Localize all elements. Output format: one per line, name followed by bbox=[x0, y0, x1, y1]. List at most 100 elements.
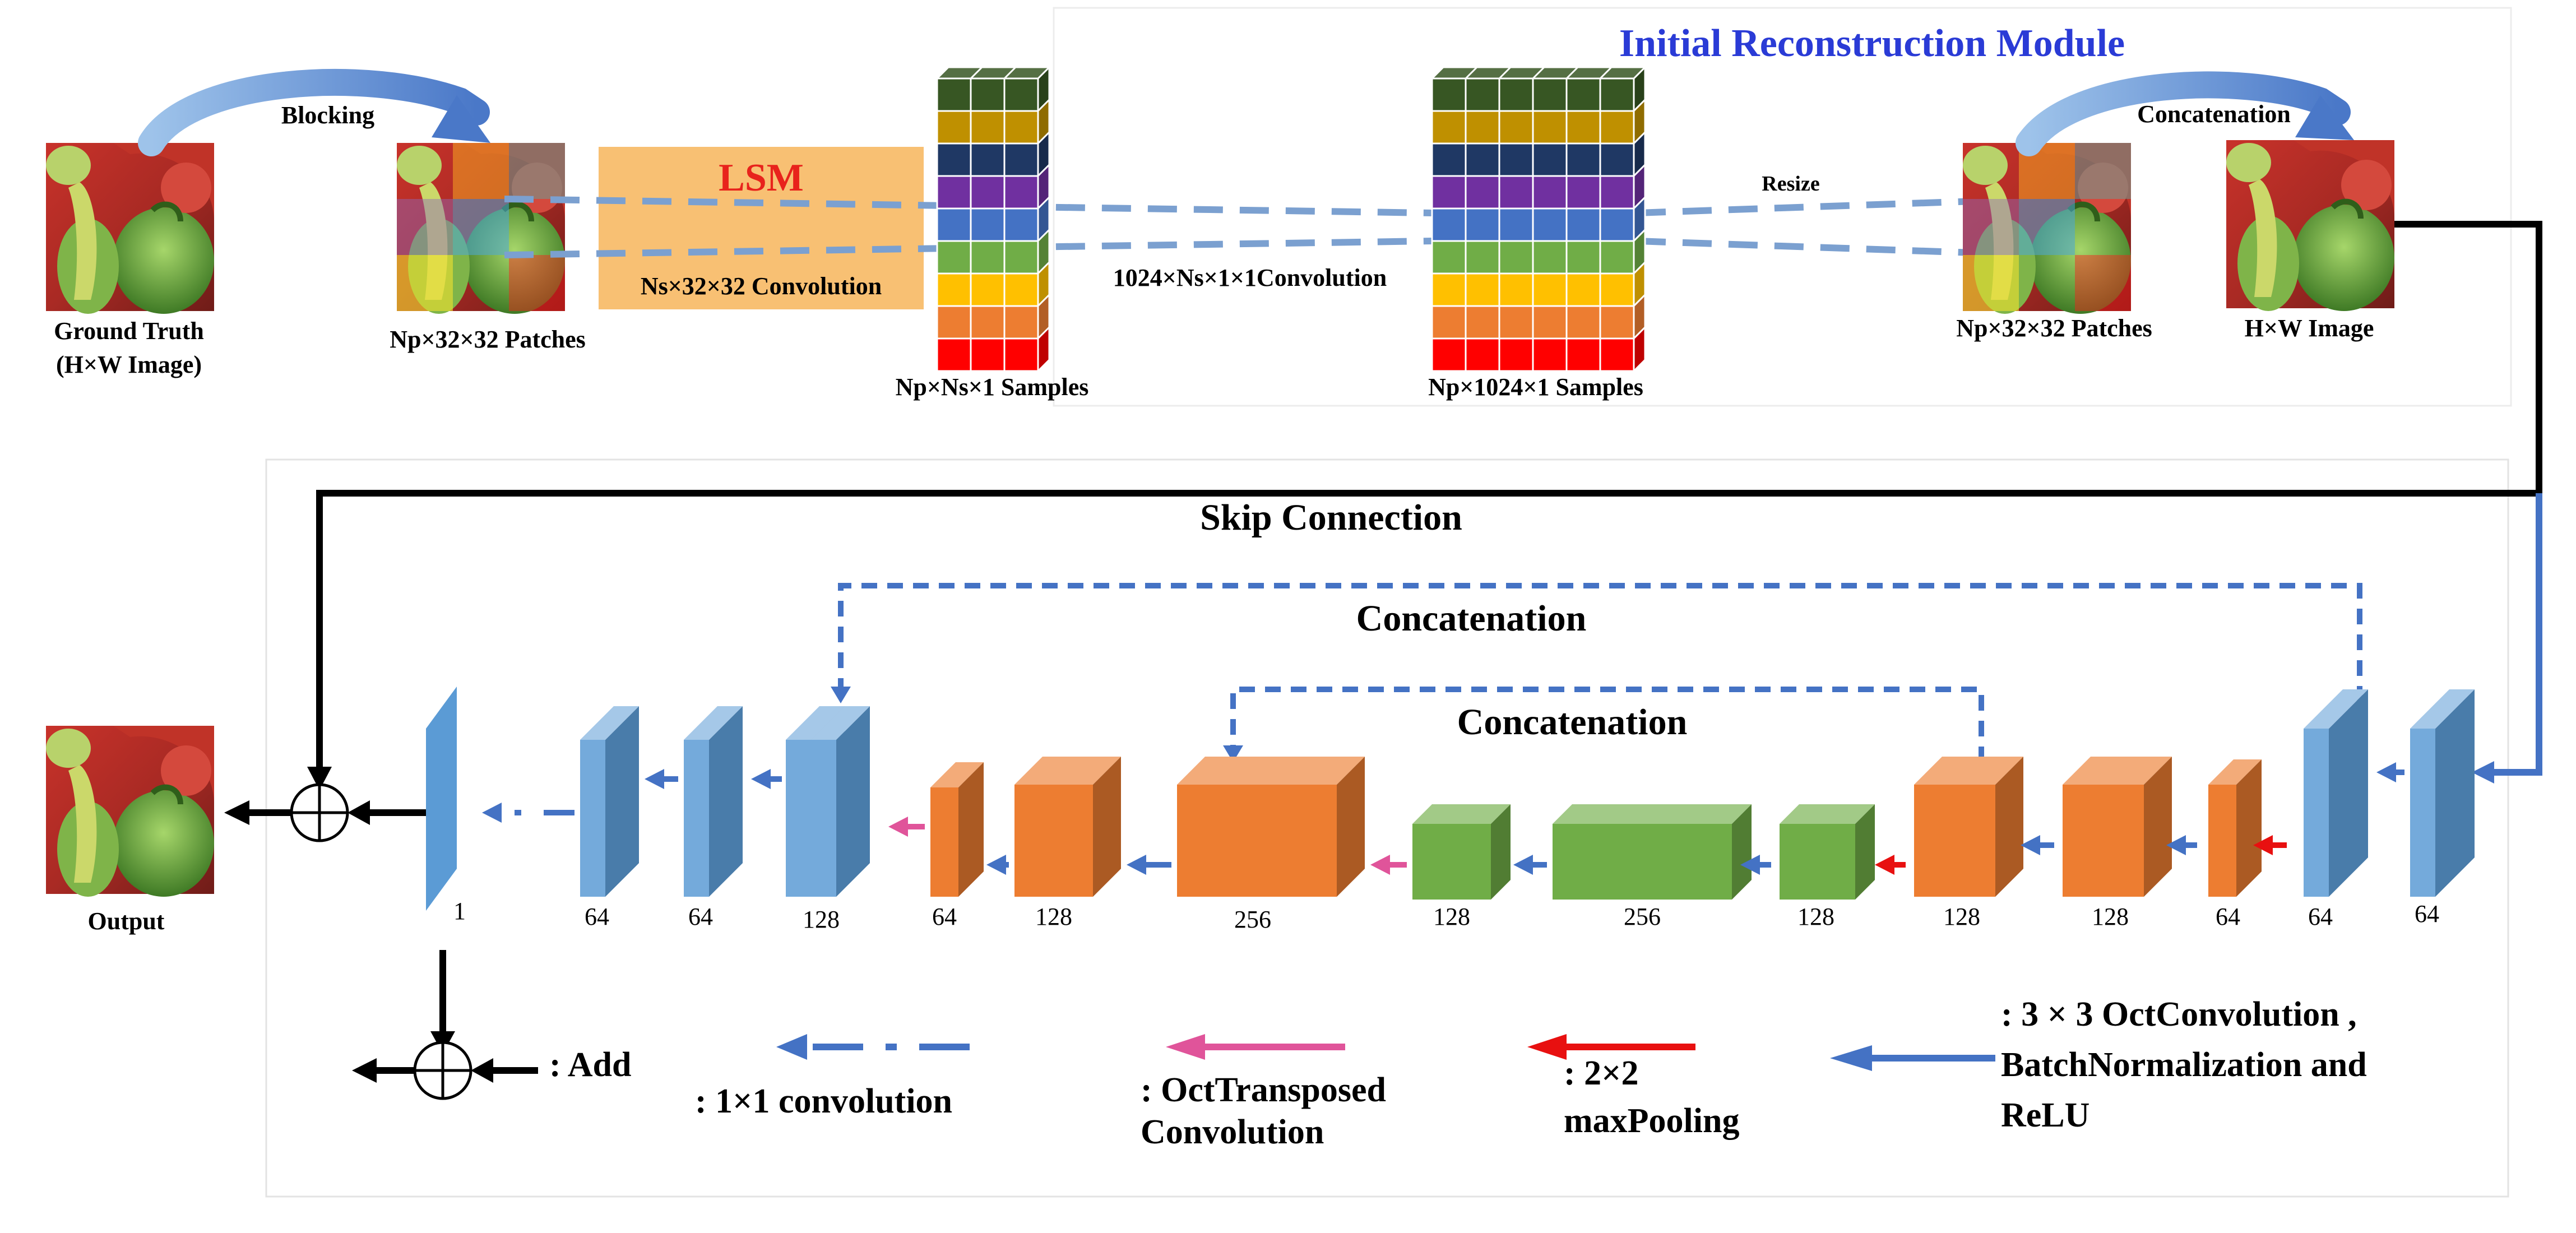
output-image bbox=[46, 726, 214, 897]
samples-big-top bbox=[1430, 66, 1647, 80]
legend-transposed-label-2: Convolution bbox=[1141, 1113, 1324, 1151]
samples-small-row bbox=[936, 260, 1050, 308]
reconstruction-module-panel bbox=[1053, 7, 2512, 407]
lsm-conv-label: Ns×32×32 Convolution bbox=[641, 272, 882, 300]
arrow-bott-256-128 bbox=[1513, 855, 1547, 875]
network-arrows bbox=[482, 762, 2404, 875]
samples-big-label: Np×1024×1 Samples bbox=[1428, 373, 1643, 401]
patches-left-label: Np×32×32 Patches bbox=[390, 326, 586, 353]
decoder-block-128b bbox=[811, 706, 870, 897]
skip-arrowhead bbox=[307, 767, 332, 790]
samples-big-row bbox=[1431, 65, 1646, 113]
arrow-dec-64-64 bbox=[645, 769, 678, 789]
samples-small-top bbox=[935, 66, 1051, 80]
samples-big-row bbox=[1431, 325, 1646, 373]
bottleneck-block-128b bbox=[1780, 804, 1875, 900]
hw-image bbox=[2226, 140, 2394, 311]
samples-small-column bbox=[935, 65, 1051, 373]
legend-pool-label-2: maxPooling bbox=[1564, 1102, 1739, 1140]
to-add-arrowhead bbox=[348, 800, 370, 825]
arrow-enc-64c-64b bbox=[2376, 762, 2404, 782]
samples-small-row bbox=[936, 163, 1050, 211]
network-blocks bbox=[426, 687, 2475, 911]
samples-small-row bbox=[936, 293, 1050, 341]
samples-small-row bbox=[936, 98, 1050, 146]
lsm-box bbox=[599, 147, 924, 309]
encoder-block-128b bbox=[2063, 757, 2172, 897]
legend-transposed-label-1: : OctTransposed bbox=[1141, 1071, 1386, 1109]
concat-top-arc bbox=[2016, 71, 2351, 156]
channel-label: 1 bbox=[453, 897, 466, 925]
channel-label: 128 bbox=[2092, 903, 2129, 930]
arrow-dec-128-64b bbox=[751, 769, 782, 789]
decoder-block-64b bbox=[684, 706, 743, 897]
channel-label: 128 bbox=[803, 906, 840, 933]
output-conv-plane bbox=[426, 687, 457, 911]
channel-label: 64 bbox=[2308, 903, 2333, 930]
legend-pool-label-1: : 2×2 bbox=[1564, 1054, 1638, 1092]
patches-right-label: Np×32×32 Patches bbox=[1956, 314, 2152, 342]
arrow-dec-256-128 bbox=[1127, 855, 1171, 875]
decoder-block-256 bbox=[1177, 757, 1365, 897]
legend-transposed-symbol bbox=[1166, 1034, 1345, 1060]
channel-label: 256 bbox=[1234, 906, 1271, 933]
concat-inner-label: Concatenation bbox=[1457, 702, 1688, 743]
skip-label: Skip Connection bbox=[1200, 497, 1462, 538]
output-label: Output bbox=[88, 907, 165, 935]
concat-top-label: Concatenation bbox=[2137, 100, 2291, 128]
bottleneck-block-256 bbox=[1553, 804, 1752, 900]
module-title: Initial Reconstruction Module bbox=[1619, 22, 2125, 65]
channel-label: 128 bbox=[1035, 903, 1072, 930]
arrow-up-1 bbox=[1370, 855, 1407, 875]
legend-conv1x1-label: : 1×1 convolution bbox=[695, 1082, 952, 1120]
channel-label: 64 bbox=[2415, 900, 2439, 928]
concat-inner-path bbox=[1230, 687, 1984, 762]
decoder-block-64c bbox=[930, 762, 984, 897]
network-input-line bbox=[2483, 493, 2542, 776]
encoder-block-64c bbox=[2410, 689, 2475, 897]
samples-big-row bbox=[1431, 98, 1646, 146]
blocking-label: Blocking bbox=[281, 101, 374, 129]
encoder-block-64a bbox=[2208, 759, 2262, 897]
arrow-enc-128-128 bbox=[2021, 835, 2054, 855]
legend-add-label: : Add bbox=[549, 1046, 631, 1084]
ground-truth-label: Ground Truth bbox=[54, 317, 204, 345]
samples-small-row bbox=[936, 130, 1050, 178]
legend-oct-symbol bbox=[1830, 1045, 1995, 1071]
patches-left-image bbox=[397, 143, 565, 314]
conv-1024-label: 1024×Ns×1×1Convolution bbox=[1113, 264, 1387, 291]
channel-label: 128 bbox=[1943, 903, 1980, 930]
channel-label: 128 bbox=[1797, 903, 1834, 930]
samples-big-block bbox=[1430, 65, 1647, 373]
legend-conv1x1-symbol bbox=[776, 1034, 970, 1060]
arrow-bott-128-256 bbox=[1740, 855, 1771, 875]
refinement-network-panel bbox=[265, 458, 2509, 1198]
hw-image-label: H×W Image bbox=[2245, 314, 2374, 342]
channel-label: 128 bbox=[1433, 903, 1470, 930]
encoder-block-64b bbox=[2304, 689, 2368, 897]
patches-right-image bbox=[1963, 143, 2131, 314]
samples-big-row bbox=[1431, 130, 1646, 178]
resize-label: Resize bbox=[1762, 172, 1819, 196]
legend-oct-label-1: : 3 × 3 OctConvolution , bbox=[2001, 995, 2357, 1033]
to-output-arrowhead bbox=[224, 800, 249, 825]
legend-oct-label-3: ReLU bbox=[2001, 1096, 2089, 1134]
samples-big-row bbox=[1431, 228, 1646, 276]
network-input-arrowhead bbox=[2472, 761, 2494, 784]
arrow-conv1x1 bbox=[482, 803, 574, 823]
arrow-enc-64-128 bbox=[2166, 835, 2197, 855]
samples-small-label: Np×Ns×1 Samples bbox=[896, 373, 1089, 401]
add-node bbox=[290, 783, 349, 842]
arrow-pool-2 bbox=[1875, 855, 1906, 875]
channel-label: 64 bbox=[688, 903, 713, 930]
channel-label: 64 bbox=[932, 903, 957, 930]
decoder-block-64a bbox=[580, 706, 639, 897]
samples-small-row bbox=[936, 195, 1050, 243]
encoder-block-128a bbox=[1914, 757, 2023, 897]
legend-oct-label-2: BatchNormalization and bbox=[2001, 1046, 2367, 1084]
legend-pool-symbol bbox=[1527, 1034, 1695, 1060]
channel-labels: 1 64 64 128 64 128 256 128 256 128 128 128 64 64 64 bbox=[453, 897, 2439, 933]
concat-outer-arrowhead bbox=[831, 687, 851, 703]
lsm-title: LSM bbox=[719, 156, 804, 200]
bottleneck-block-128a bbox=[1412, 804, 1511, 900]
